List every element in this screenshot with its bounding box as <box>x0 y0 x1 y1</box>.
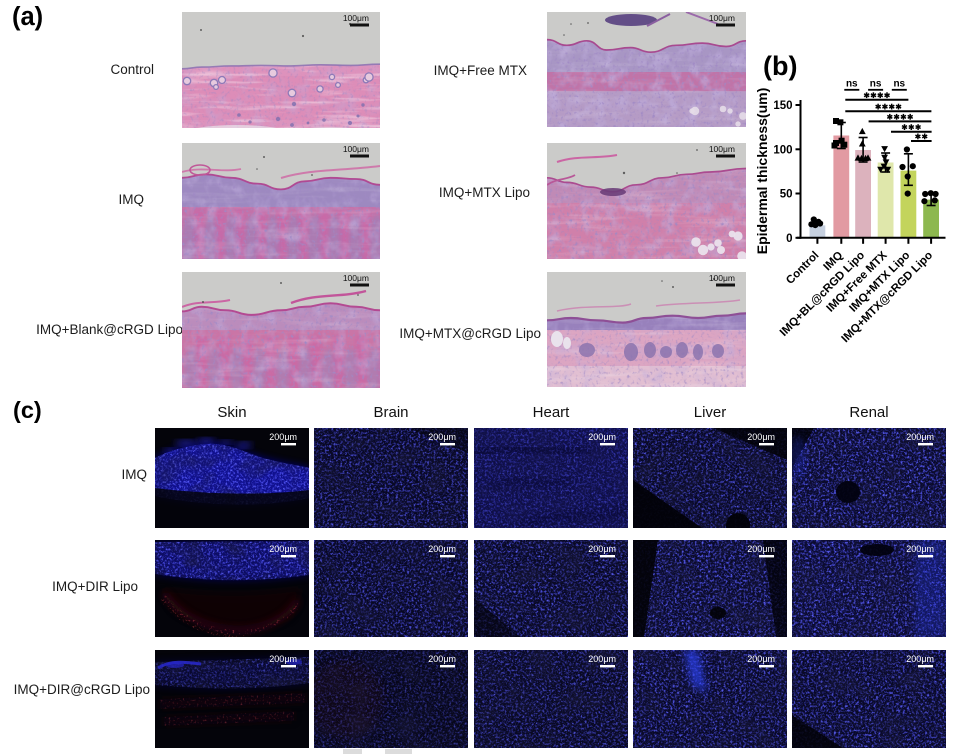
svg-text:200μm: 200μm <box>747 544 775 554</box>
svg-text:200μm: 200μm <box>269 654 297 664</box>
svg-text:200μm: 200μm <box>269 432 297 442</box>
svg-text:0: 0 <box>786 233 792 245</box>
svg-text:ns: ns <box>870 79 882 90</box>
svg-text:200μm: 200μm <box>429 654 457 664</box>
svg-text:100μm: 100μm <box>709 13 735 23</box>
svg-text:200μm: 200μm <box>429 432 457 442</box>
svg-text:200μm: 200μm <box>906 432 934 442</box>
svg-text:50: 50 <box>780 189 793 201</box>
svg-text:200μm: 200μm <box>906 544 934 554</box>
svg-text:Epidermal thickness(um): Epidermal thickness(um) <box>754 88 770 255</box>
svg-text:100: 100 <box>773 144 792 156</box>
svg-text:Control: Control <box>784 249 821 286</box>
svg-text:200μm: 200μm <box>588 544 616 554</box>
svg-text:100μm: 100μm <box>709 273 735 283</box>
svg-text:150: 150 <box>773 100 792 112</box>
svg-text:200μm: 200μm <box>747 654 775 664</box>
svg-text:100μm: 100μm <box>343 13 369 23</box>
svg-text:ns: ns <box>846 79 858 90</box>
svg-text:200μm: 200μm <box>269 544 297 554</box>
svg-text:ns: ns <box>893 79 905 90</box>
svg-text:200μm: 200μm <box>588 654 616 664</box>
svg-text:200μm: 200μm <box>588 432 616 442</box>
svg-text:200μm: 200μm <box>747 432 775 442</box>
svg-text:200μm: 200μm <box>906 654 934 664</box>
svg-text:100μm: 100μm <box>709 144 735 154</box>
svg-text:100μm: 100μm <box>343 144 369 154</box>
svg-text:100μm: 100μm <box>343 273 369 283</box>
svg-text:200μm: 200μm <box>429 544 457 554</box>
